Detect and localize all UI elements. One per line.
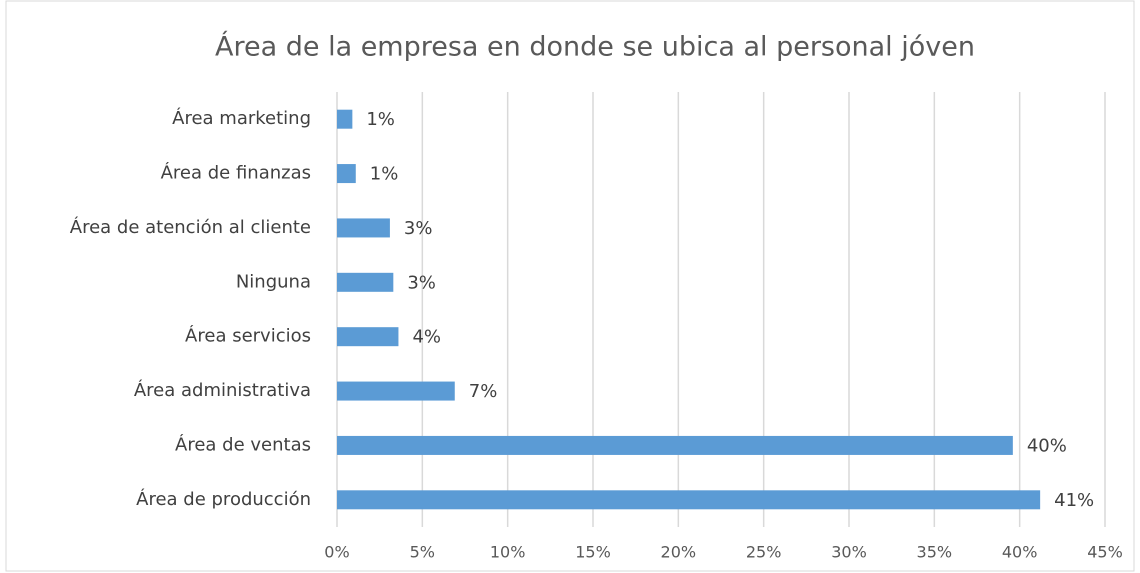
y-tick-label: Área de producción (136, 488, 311, 510)
x-tick-label: 40% (1002, 543, 1038, 562)
x-tick-label: 25% (746, 543, 782, 562)
y-tick-label: Ninguna (236, 271, 311, 292)
data-label: 1% (366, 109, 395, 130)
y-tick-label: Área de finanzas (161, 162, 311, 184)
data-label: 1% (370, 164, 399, 185)
x-tick-label: 30% (831, 543, 867, 562)
bar (337, 490, 1041, 510)
bar (337, 381, 455, 401)
y-tick-label: Área administrativa (134, 379, 311, 401)
x-tick-label: 45% (1087, 543, 1123, 562)
bar (337, 272, 394, 292)
data-label: 7% (469, 381, 498, 402)
bar (337, 164, 356, 184)
x-tick-label: 20% (661, 543, 697, 562)
bar (337, 218, 390, 238)
x-tick-label: 0% (324, 543, 349, 562)
chart-title: Área de la empresa en donde se ubica al … (215, 31, 975, 63)
data-label: 41% (1054, 490, 1094, 511)
y-tick-label: Área servicios (185, 325, 311, 347)
data-label: 4% (412, 327, 441, 348)
data-label: 3% (404, 218, 433, 239)
y-tick-label: Área de atención al cliente (70, 216, 311, 238)
bar (337, 327, 399, 347)
y-tick-label: Área marketing (172, 107, 311, 129)
bar (337, 109, 353, 129)
data-label: 40% (1027, 435, 1067, 456)
x-tick-label: 15% (575, 543, 611, 562)
chart-border (5, 0, 1135, 572)
x-tick-label: 5% (410, 543, 435, 562)
bar (337, 435, 1013, 455)
x-tick-label: 10% (490, 543, 526, 562)
x-tick-label: 35% (917, 543, 953, 562)
data-label: 3% (407, 272, 436, 293)
y-tick-label: Área de ventas (175, 433, 311, 455)
